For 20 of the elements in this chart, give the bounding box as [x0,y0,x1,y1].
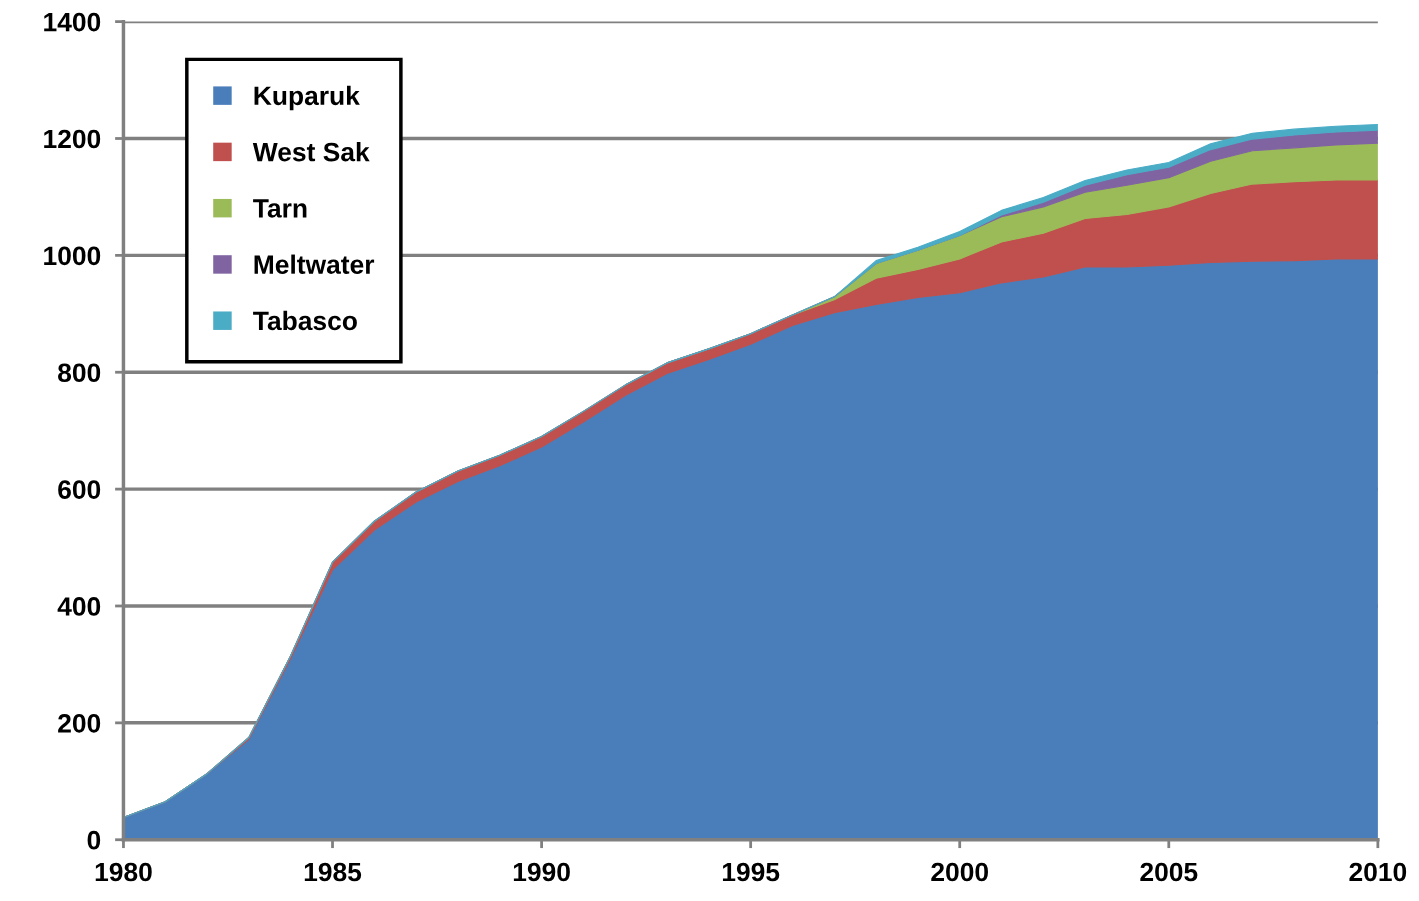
x-tick-label: 1990 [513,862,570,882]
y-tick-label: 0 [87,830,101,850]
legend-label: Tabasco [253,310,357,331]
y-tick-label: 200 [58,713,101,733]
y-tick-label: 800 [58,363,101,383]
x-tick-label: 2000 [931,862,988,882]
x-tick-label: 1995 [722,862,780,882]
y-tick-label: 600 [58,480,101,499]
y-tick-label: 1200 [44,129,101,149]
y-tick-label: 1400 [44,12,101,32]
legend-label: West Sak [252,142,370,162]
y-tick-label: 1000 [44,246,101,266]
y-tick-label: 400 [57,597,101,616]
legend-label: Meltwater [254,254,375,274]
x-tick-label: 1985 [304,862,362,882]
x-tick-label: 2010 [1349,862,1407,882]
x-tick-label: 2005 [1140,862,1198,882]
legend-label: Tarn [253,199,307,218]
x-tick-label: 1980 [95,862,152,882]
legend-label: Kuparuk [254,85,360,111]
